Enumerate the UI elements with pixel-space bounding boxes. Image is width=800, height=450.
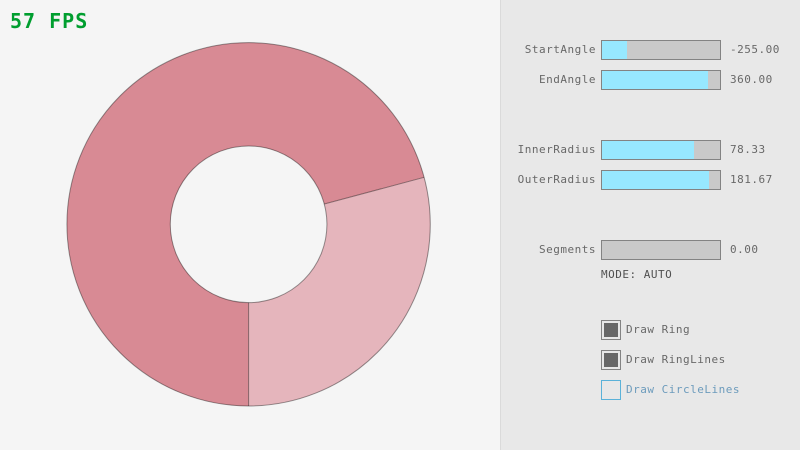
- segments-mode-label: MODE: AUTO: [601, 268, 673, 281]
- ring-sector-single-pass: [248, 177, 431, 406]
- slider-row-outer-radius: OuterRadius 181.67: [501, 170, 800, 190]
- slider-row-end-angle: EndAngle 360.00: [501, 70, 800, 90]
- outer-radius-value: 181.67: [730, 173, 773, 186]
- outer-radius-slider[interactable]: [601, 170, 721, 190]
- checkbox-check-mark: [604, 323, 618, 337]
- slider-fill: [602, 41, 628, 59]
- draw-ringlines-checkbox[interactable]: [601, 350, 621, 370]
- ring-end-angle-line: [324, 176, 425, 205]
- end-angle-label: EndAngle: [539, 73, 596, 86]
- fps-counter: 57 FPS: [10, 9, 89, 33]
- slider-fill: [602, 141, 695, 159]
- outer-radius-label: OuterRadius: [517, 173, 596, 186]
- segments-label: Segments: [539, 243, 596, 256]
- draw-circlelines-label: Draw CircleLines: [626, 383, 740, 396]
- slider-fill: [602, 71, 709, 89]
- draw-ringlines-label: Draw RingLines: [626, 353, 726, 366]
- start-angle-slider[interactable]: [601, 40, 721, 60]
- ring-inner-outline: [169, 145, 328, 304]
- slider-row-segments: Segments 0.00: [501, 240, 800, 260]
- end-angle-slider[interactable]: [601, 70, 721, 90]
- inner-radius-label: InnerRadius: [517, 143, 596, 156]
- start-angle-value: -255.00: [730, 43, 780, 56]
- checkbox-row-draw-ring: Draw Ring: [501, 320, 800, 340]
- draw-circlelines-checkbox[interactable]: [601, 380, 621, 400]
- control-panel: StartAngle -255.00 EndAngle 360.00 Inner…: [500, 0, 800, 450]
- checkbox-check-mark: [604, 353, 618, 367]
- end-angle-value: 360.00: [730, 73, 773, 86]
- inner-radius-value: 78.33: [730, 143, 766, 156]
- segments-slider[interactable]: [601, 240, 721, 260]
- inner-radius-slider[interactable]: [601, 140, 721, 160]
- slider-row-start-angle: StartAngle -255.00: [501, 40, 800, 60]
- checkbox-row-draw-circlelines: Draw CircleLines: [501, 380, 800, 400]
- slider-row-inner-radius: InnerRadius 78.33: [501, 140, 800, 160]
- segments-value: 0.00: [730, 243, 759, 256]
- ring-outer-outline: [66, 42, 431, 407]
- draw-ring-label: Draw Ring: [626, 323, 691, 336]
- checkbox-row-draw-ringlines: Draw RingLines: [501, 350, 800, 370]
- draw-ring-checkbox[interactable]: [601, 320, 621, 340]
- slider-fill: [602, 171, 709, 189]
- ring-sector-double-pass: [66, 42, 425, 407]
- ring-canvas: [66, 42, 431, 407]
- start-angle-label: StartAngle: [524, 43, 596, 56]
